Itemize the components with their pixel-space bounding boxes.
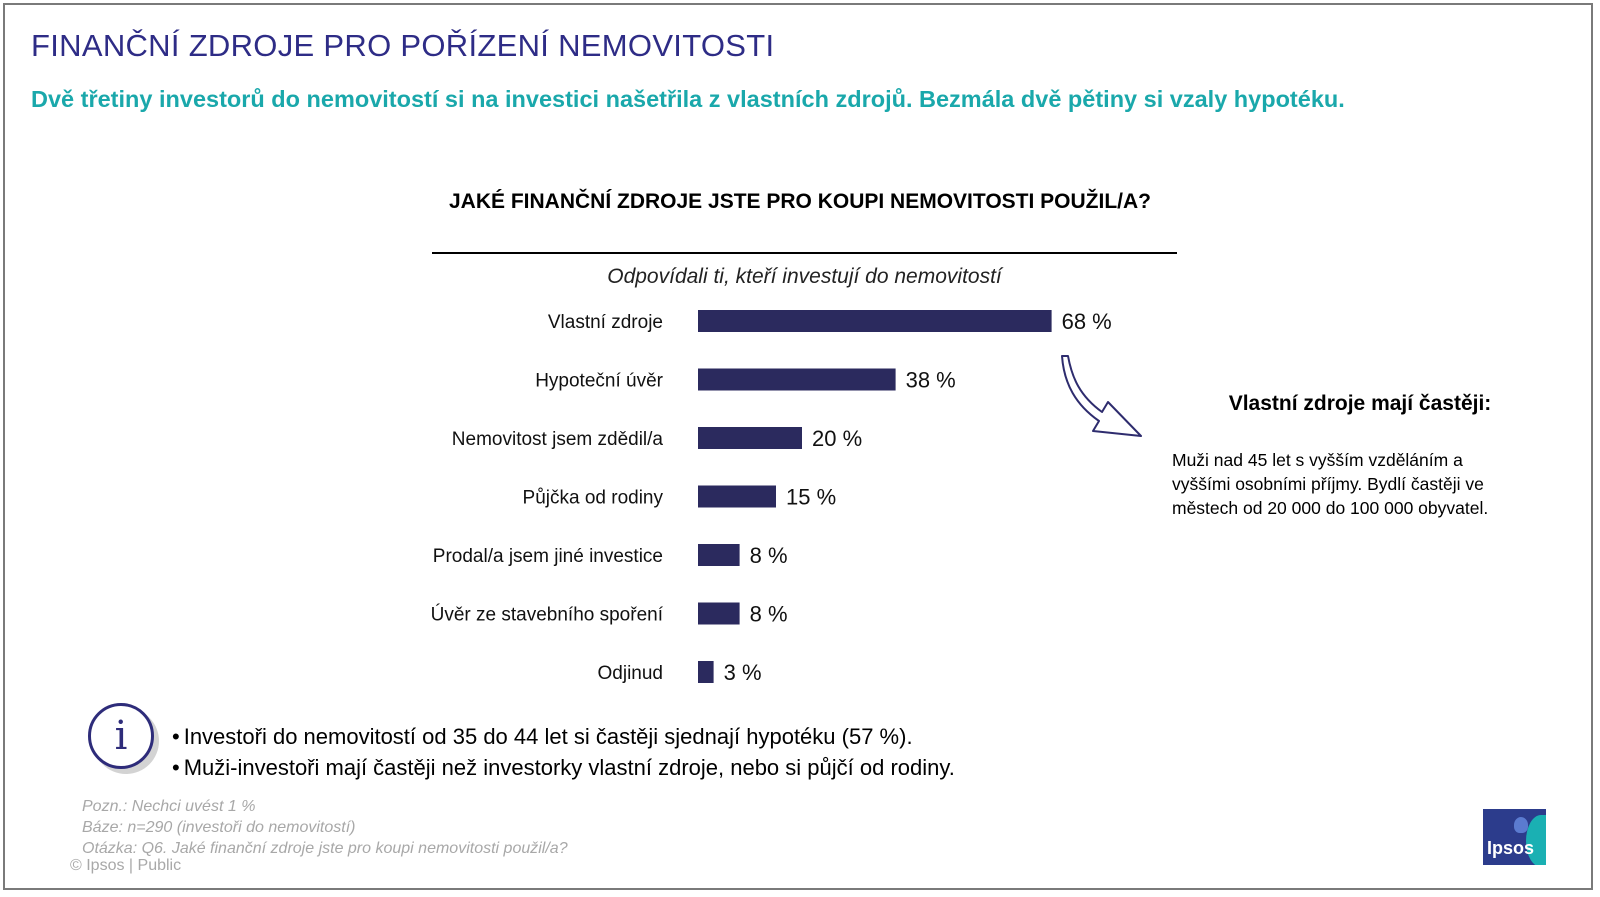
bar — [698, 661, 714, 683]
side-note-line: městech od 20 000 do 100 000 obyvatel. — [1172, 498, 1489, 518]
bar — [698, 602, 740, 625]
category-label: Nemovitost jsem zdědil/a — [452, 429, 664, 450]
category-label: Vlastní zdroje — [548, 312, 663, 333]
info-bullet: • Investoři do nemovitostí od 35 do 44 le… — [172, 724, 955, 750]
side-note-line: Muži nad 45 let s vyšším vzděláním a — [1172, 450, 1463, 470]
side-note-heading: Vlastní zdroje mají častěji: — [1228, 392, 1492, 415]
category-label: Prodal/a jsem jiné investice — [433, 546, 663, 567]
value-label: 68 % — [1062, 309, 1112, 334]
footnote-note: Pozn.: Nechci uvést 1 % — [82, 798, 256, 815]
bar — [698, 427, 802, 449]
logo-wave-shape — [1526, 815, 1546, 865]
category-label: Hypoteční úvěr — [535, 371, 663, 392]
logo-person-shape — [1514, 817, 1528, 833]
bar — [698, 310, 1052, 332]
category-label: Odjinud — [598, 663, 664, 684]
value-label: 20 % — [812, 426, 862, 451]
side-note-line: vyššími osobními příjmy. Bydlí častěji v… — [1172, 474, 1484, 494]
bar — [698, 485, 776, 508]
value-label: 3 % — [724, 660, 762, 685]
slide-frame — [3, 3, 1593, 890]
bullet-dot: • — [172, 755, 180, 780]
chart-title: JAKÉ FINANČNÍ ZDROJE JSTE PRO KOUPI NEMO… — [448, 190, 1151, 213]
slide-title: FINANČNÍ ZDROJE PRO POŘÍZENÍ NEMOVITOSTI — [31, 28, 775, 63]
footnotes: Pozn.: Nechci uvést 1 % Báze: n=290 (inv… — [82, 796, 568, 859]
bullet-dot: • — [172, 724, 180, 749]
chart-subtitle: Odpovídali ti, kteří investují do nemovi… — [607, 265, 1002, 288]
copyright: © Ipsos | Public — [70, 857, 182, 874]
value-label: 8 % — [750, 602, 788, 627]
curved-arrow-icon — [1061, 355, 1142, 437]
bar — [698, 368, 896, 391]
footnote-question: Otázka: Q6. Jaké finanční zdroje jste pr… — [82, 840, 568, 857]
info-bullets: • Investoři do nemovitostí od 35 do 44 le… — [172, 724, 955, 786]
title-divider — [432, 252, 1177, 254]
info-bullet-text: Investoři do nemovitostí od 35 do 44 let… — [183, 724, 913, 749]
side-note-text: Muži nad 45 let s vyšším vzděláním a vyš… — [1172, 448, 1567, 520]
value-label: 15 % — [786, 485, 836, 510]
ipsos-logo: Ipsos — [1483, 809, 1546, 865]
slide-subtitle: Dvě třetiny investorů do nemovitostí si … — [31, 86, 1345, 112]
footnote-base: Báze: n=290 (investoři do nemovitostí) — [82, 819, 356, 836]
info-bullet-text: Muži-investoři mají častěji než investor… — [183, 755, 955, 780]
value-label: 8 % — [750, 543, 788, 568]
logo-text: Ipsos — [1487, 838, 1535, 858]
bar — [698, 544, 740, 566]
info-bullet: • Muži-investoři mají častěji než investo… — [172, 755, 955, 781]
category-label: Půjčka od rodiny — [523, 488, 664, 509]
info-icon: i — [88, 703, 154, 769]
value-label: 38 % — [906, 368, 956, 393]
category-label: Úvěr ze stavebního spoření — [431, 604, 664, 626]
